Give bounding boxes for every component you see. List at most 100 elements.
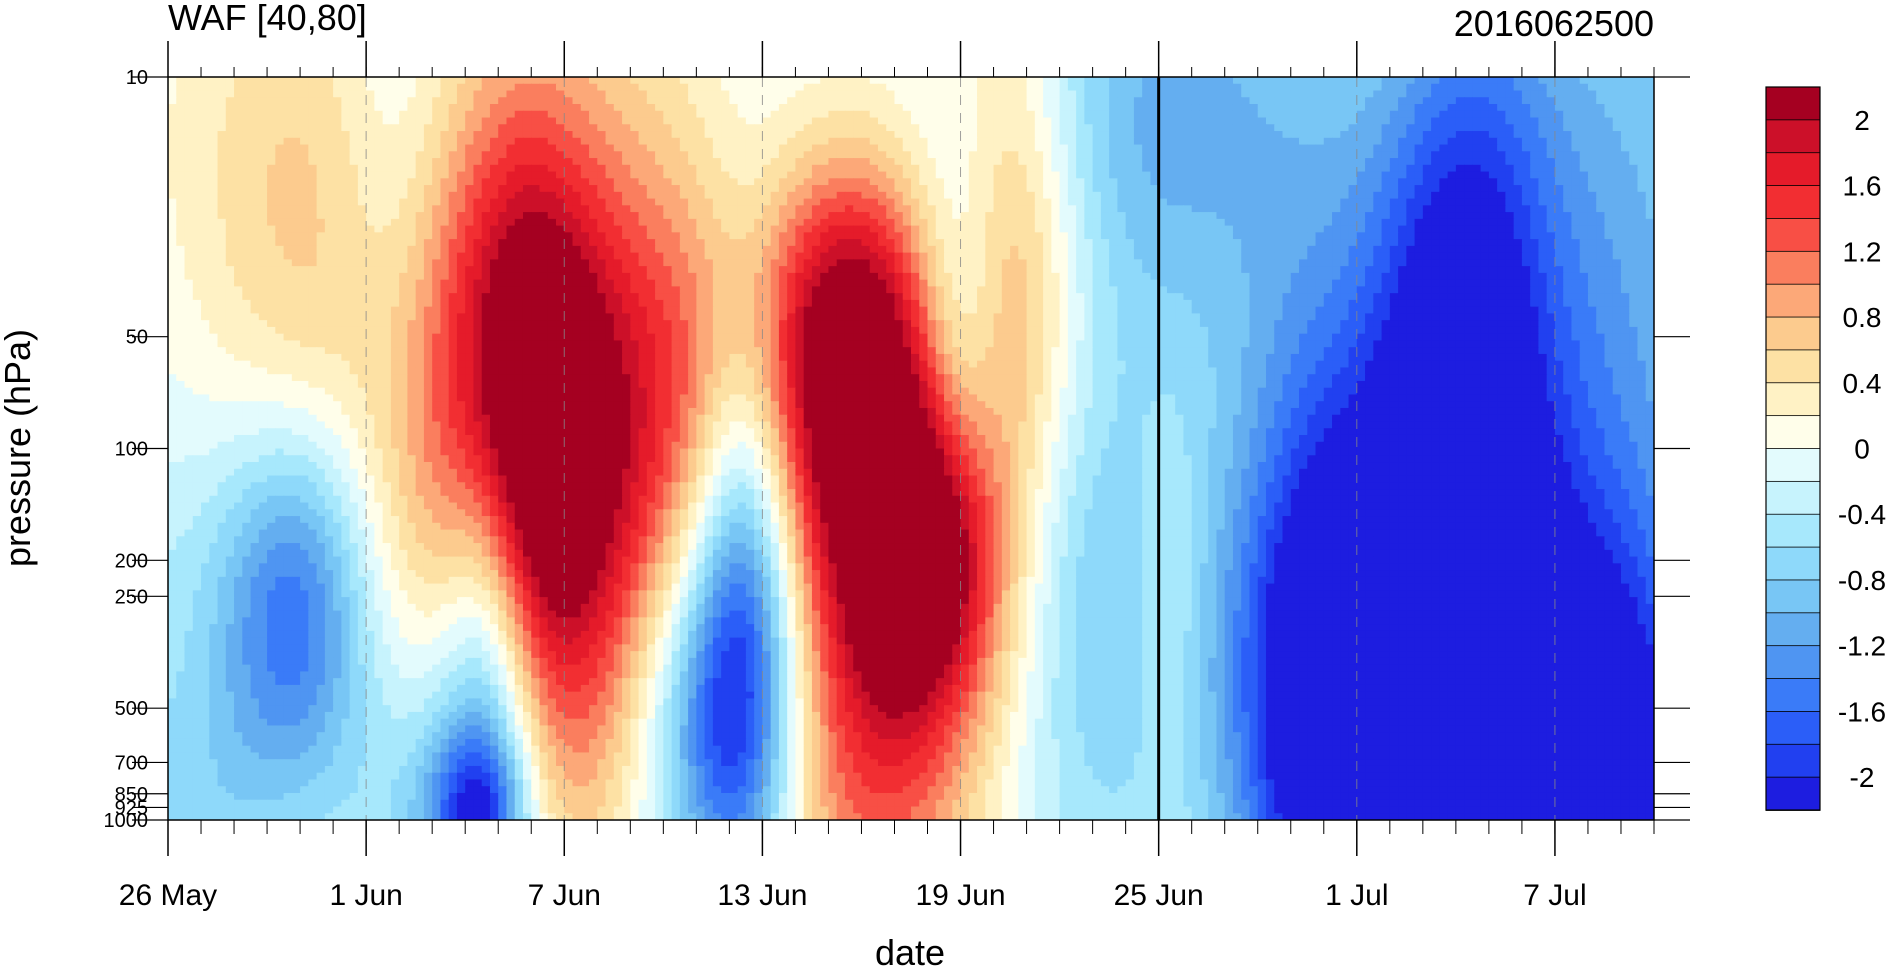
field-cell [902,259,912,267]
field-cell [481,252,491,260]
field-cell [556,212,565,220]
field-cell [1315,124,1325,132]
field-cell [481,110,491,119]
field-cell [1480,178,1490,186]
field-cell [1645,164,1654,173]
field-cell [225,212,235,220]
field-cell [613,239,623,247]
field-cell [894,124,904,132]
field-cell [704,218,714,227]
field-cell [234,259,243,267]
field-cell [1216,104,1226,112]
field-cell [787,97,797,105]
field-cell [646,212,656,220]
field-cell [539,144,549,152]
field-cell [663,124,673,132]
field-cell [613,185,623,193]
field-cell [176,198,186,206]
field-cell [250,117,260,125]
field-cell [935,239,945,247]
field-cell [1166,178,1176,186]
field-cell [275,144,285,152]
field-cell [242,198,252,206]
field-cell [630,178,640,186]
field-cell [1034,124,1044,132]
field-cell [1414,104,1424,112]
field-cell [721,198,730,206]
field-cell [1332,77,1341,85]
field-cell [1232,151,1242,159]
field-cell [1612,191,1622,200]
field-cell [258,178,268,186]
field-cell [1059,104,1069,112]
field-cell [324,117,334,125]
field-cell [333,218,342,227]
field-cell [390,77,400,85]
field-cell [869,164,879,173]
field-cell [1100,137,1110,146]
field-cell [688,259,697,267]
field-cell [679,232,689,240]
field-cell [1389,77,1399,85]
field-cell [514,164,524,173]
field-cell [366,198,375,206]
field-cell [1521,245,1531,254]
field-cell [225,205,235,213]
field-cell [357,191,367,200]
field-cell [366,164,375,173]
field-cell [1183,110,1193,119]
field-cell [1637,131,1647,139]
field-cell [1521,131,1531,139]
field-cell [539,205,549,213]
field-cell [1274,158,1284,166]
field-cell [762,185,772,193]
field-cell [622,90,631,98]
field-cell [1629,178,1639,186]
field-cell [1389,83,1399,92]
field-cell [1373,205,1383,213]
field-cell [754,164,763,173]
field-cell [968,104,978,112]
field-cell [1323,239,1333,247]
field-cell [1051,178,1061,186]
field-cell [341,131,351,139]
field-cell [960,252,970,260]
field-cell [1216,124,1226,132]
field-cell [787,137,797,146]
field-cell [762,77,772,85]
field-cell [1307,151,1317,159]
field-cell [448,90,458,98]
field-cell [217,83,227,92]
field-cell [556,90,565,98]
field-cell [1620,104,1630,112]
field-cell [1340,205,1350,213]
field-cell [613,218,623,227]
field-cell [564,104,574,112]
field-cell [1488,178,1498,186]
field-cell [795,144,805,152]
field-cell [737,124,747,132]
field-cell [580,245,590,254]
field-cell [217,151,227,159]
field-cell [1001,239,1011,247]
field-cell [283,218,293,227]
field-cell [985,90,995,98]
field-cell [382,198,392,206]
field-cell [1059,198,1069,206]
field-cell [234,104,243,112]
field-cell [168,218,177,227]
field-cell [1554,124,1564,132]
field-cell [1447,158,1457,166]
field-cell [1389,90,1399,98]
field-cell [1026,117,1036,125]
field-cell [1571,232,1581,240]
field-cell [679,218,689,227]
field-cell [597,218,607,227]
field-cell [1530,117,1540,125]
field-cell [1373,239,1383,247]
field-cell [935,205,945,213]
field-cell [324,205,334,213]
field-cell [778,83,788,92]
field-cell [886,97,896,105]
